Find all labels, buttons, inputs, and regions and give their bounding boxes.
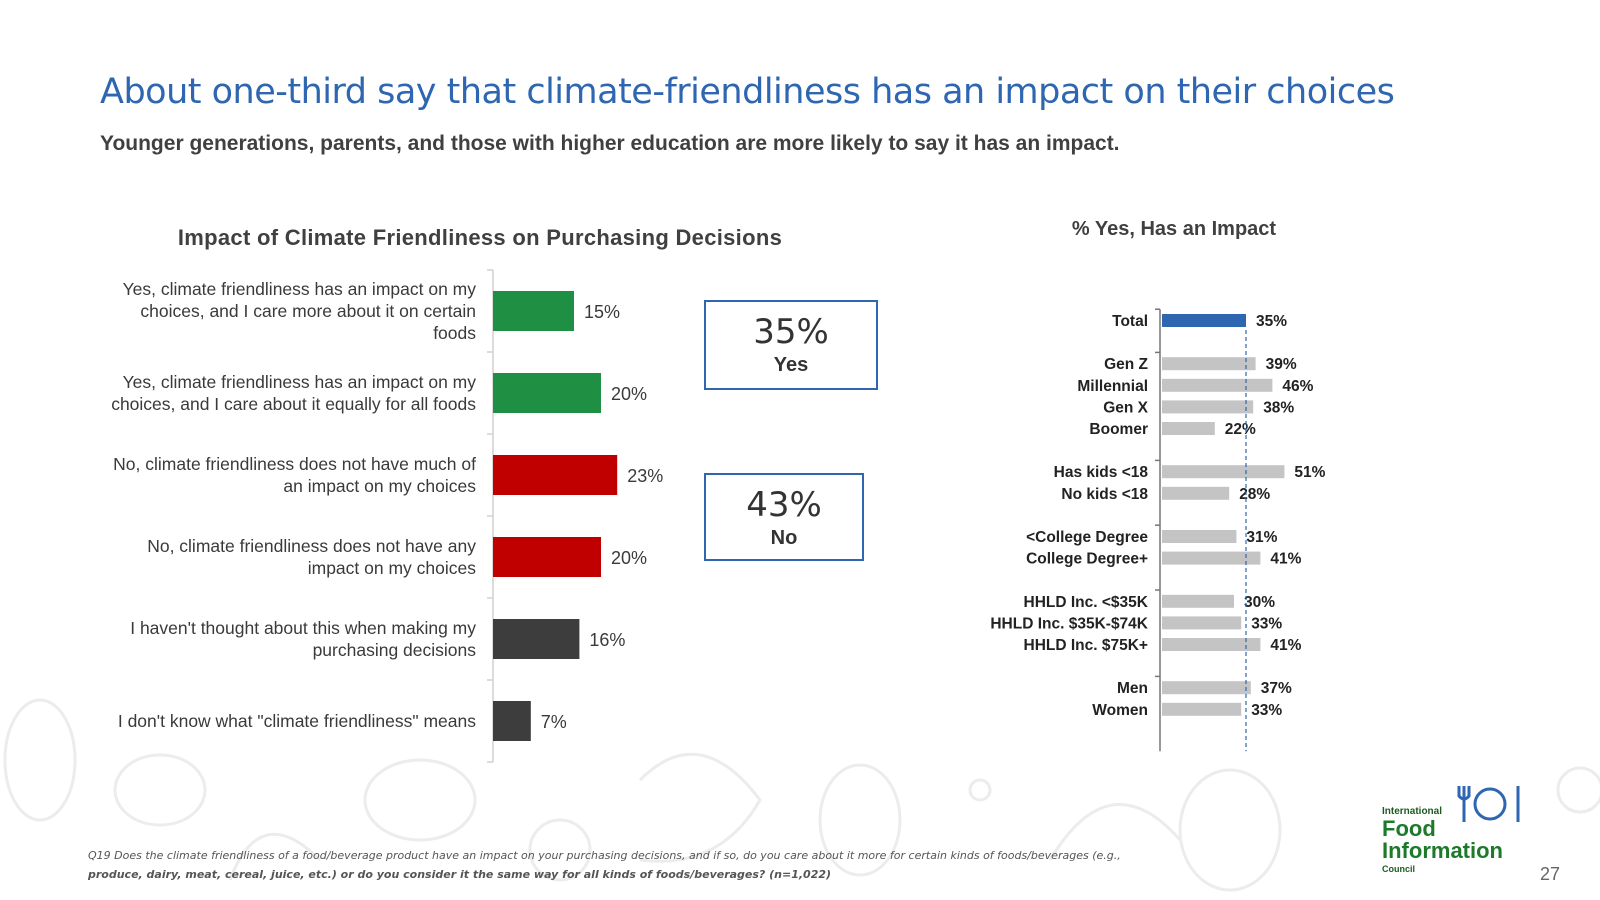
chart2-bar — [1162, 616, 1242, 630]
page-subtitle: Younger generations, parents, and those … — [100, 132, 1120, 155]
chart1-category-label: No, climate friendliness does not have a… — [147, 536, 476, 556]
chart2-value-label: 31% — [1246, 529, 1277, 546]
chart2-category-label: Millennial — [1077, 378, 1148, 395]
chart2-value-label: 37% — [1261, 680, 1292, 697]
chart2-bar — [1162, 486, 1230, 500]
yes-callout-label: Yes — [773, 354, 809, 376]
chart1-category-label: choices, and I care more about it on cer… — [140, 301, 476, 321]
footnote-line2: produce, dairy, meat, cereal, juice, etc… — [88, 868, 832, 881]
chart2-bar — [1162, 530, 1237, 543]
chart1-category-label: purchasing decisions — [313, 640, 477, 660]
chart2-title: % Yes, Has an Impact — [1072, 218, 1277, 240]
logo-international: International — [1382, 806, 1443, 817]
chart1-value-label: 15% — [584, 302, 620, 322]
chart2-bar — [1162, 594, 1234, 608]
chart2-value-label: 46% — [1282, 378, 1313, 395]
logo-council: Council — [1382, 864, 1415, 874]
no-callout-label: No — [770, 527, 798, 549]
logo-food: Food — [1382, 816, 1436, 841]
chart1-category-label: foods — [433, 323, 476, 343]
chart1-bar — [493, 701, 531, 741]
chart1-category-label: an impact on my choices — [283, 476, 476, 496]
chart2-value-label: 38% — [1263, 399, 1294, 416]
no-callout-percent: 43% — [746, 485, 822, 525]
chart1-value-label: 7% — [541, 712, 567, 732]
chart2-bar — [1162, 400, 1254, 414]
chart1-title: Impact of Climate Friendliness on Purcha… — [178, 225, 782, 250]
chart2-category-label: Women — [1092, 702, 1148, 719]
yes-callout: 35% Yes — [704, 300, 878, 390]
chart2-value-label: 22% — [1225, 421, 1256, 438]
chart1-bar — [493, 373, 601, 413]
chart1-value-label: 23% — [627, 466, 663, 486]
chart2-bar — [1162, 465, 1285, 479]
chart2-value-label: 30% — [1244, 594, 1275, 611]
chart2-value-label: 35% — [1256, 313, 1287, 330]
chart1-bar — [493, 619, 580, 659]
page-number: 27 — [1540, 864, 1561, 884]
chart1-category-label: I don't know what "climate friendliness"… — [118, 711, 476, 731]
chart2-bar — [1162, 378, 1273, 392]
chart1-value-label: 16% — [589, 630, 625, 650]
chart2-bar — [1162, 422, 1215, 435]
chart2-value-label: 28% — [1239, 486, 1270, 503]
chart1-bar — [493, 291, 574, 331]
chart2-value-label: 51% — [1294, 464, 1325, 481]
chart1-bar — [493, 537, 601, 577]
page-title: About one-third say that climate-friendl… — [100, 72, 1395, 112]
chart2-bar — [1162, 357, 1256, 371]
chart2-value-label: 41% — [1270, 637, 1301, 654]
chart2-category-label: HHLD Inc. <$35K — [1024, 594, 1149, 611]
chart2-category-label: Gen Z — [1104, 356, 1148, 373]
chart1-plot: 15% Yes, climate friendliness has an impa… — [111, 269, 663, 763]
chart2-plot: Total 35% Gen Z 39% Millennial 46% Gen X 38% Boo… — [990, 308, 1326, 752]
chart1-category-label: choices, and I care about it equally for… — [111, 394, 476, 414]
chart2-category-label: HHLD Inc. $75K+ — [1024, 637, 1148, 654]
chart1-category-label: impact on my choices — [308, 558, 477, 578]
chart2-value-label: 33% — [1251, 702, 1282, 719]
chart2-bar — [1162, 638, 1261, 651]
no-callout: 43% No — [704, 473, 864, 561]
chart2-bar — [1162, 551, 1261, 565]
fork-plate-icon — [1457, 786, 1520, 822]
chart2-bar — [1162, 681, 1251, 695]
chart2-value-label: 39% — [1266, 356, 1297, 373]
chart2-category-label: College Degree+ — [1026, 551, 1148, 568]
chart1-value-label: 20% — [611, 548, 647, 568]
chart2-value-label: 41% — [1270, 551, 1301, 568]
chart2-category-label: Total — [1112, 313, 1148, 330]
chart1-category-label: No, climate friendliness does not have m… — [113, 454, 476, 474]
chart1-category-label: Yes, climate friendliness has an impact … — [123, 372, 477, 392]
chart2-category-label: HHLD Inc. $35K-$74K — [990, 615, 1148, 632]
chart2-bar — [1162, 702, 1242, 716]
chart2-value-label: 33% — [1251, 615, 1282, 632]
chart1-value-label: 20% — [611, 384, 647, 404]
chart2-category-label: No kids <18 — [1061, 486, 1148, 503]
chart2-category-label: Gen X — [1103, 399, 1148, 416]
ific-logo: International Food Information Council — [1382, 782, 1542, 874]
chart2-bar — [1162, 314, 1246, 327]
yes-callout-percent: 35% — [753, 312, 829, 352]
footnote: Q19 Does the climate friendliness of a f… — [88, 846, 1328, 884]
footnote-line1: Q19 Does the climate friendliness of a f… — [88, 849, 1121, 862]
chart2-category-label: <College Degree — [1026, 529, 1148, 546]
chart1-category-label: I haven't thought about this when making… — [130, 618, 476, 638]
chart1-bar — [493, 455, 618, 495]
chart2-category-label: Men — [1117, 680, 1148, 697]
logo-information: Information — [1382, 838, 1503, 863]
chart1-category-label: Yes, climate friendliness has an impact … — [123, 279, 477, 299]
chart2-category-label: Boomer — [1089, 421, 1148, 438]
chart2-category-label: Has kids <18 — [1054, 464, 1149, 481]
